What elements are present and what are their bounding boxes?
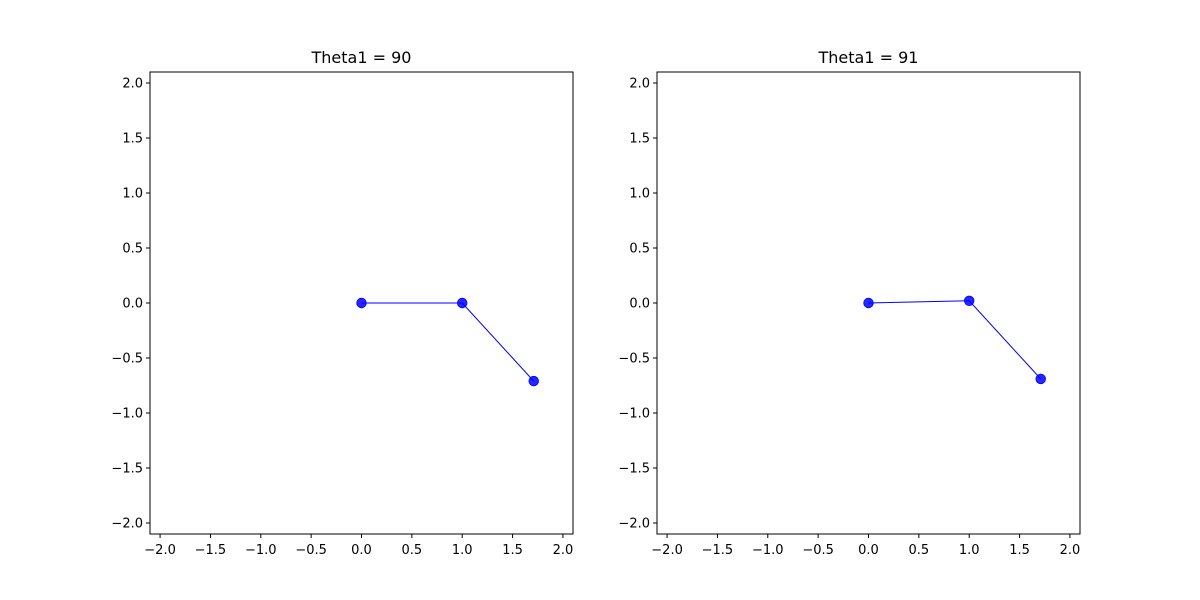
x-axis-ticks: −2.0 −1.5 −1.0 −0.5 0.0 0.5 1.0 1.5 2.0 (651, 534, 1080, 558)
y-tick-label: 2.0 (122, 77, 143, 92)
y-tick-label: 1.0 (629, 187, 650, 202)
x-tick-label: −1.0 (752, 543, 784, 558)
x-tick-label: −1.5 (702, 543, 734, 558)
x-tick-label: −0.5 (802, 543, 834, 558)
x-axis-ticks: −2.0 −1.5 −1.0 −0.5 0.0 0.5 1.0 1.5 2.0 (144, 534, 573, 558)
y-tick-label: 1.0 (122, 187, 143, 202)
subplot-left: Theta1 = 90 −2.0 −1.5 −1.0 −0.5 0.0 0.5 1.0 1.5… (111, 48, 574, 558)
y-tick-label: −0.5 (618, 352, 650, 367)
y-tick-label: 0.5 (122, 242, 143, 257)
x-tick-label: 0.5 (402, 543, 423, 558)
x-tick-label: −2.0 (651, 543, 683, 558)
x-tick-label: 1.5 (1009, 543, 1030, 558)
y-tick-label: −2.0 (618, 517, 650, 532)
chart-title: Theta1 = 91 (818, 48, 919, 67)
chart-title: Theta1 = 90 (311, 48, 412, 67)
joint-point (863, 297, 874, 309)
x-tick-label: 0.0 (858, 543, 879, 558)
x-tick-label: 1.0 (452, 543, 473, 558)
y-tick-label: 0.0 (629, 297, 650, 312)
x-tick-label: 1.0 (959, 543, 980, 558)
joint-point (528, 375, 539, 387)
x-tick-label: 2.0 (553, 543, 574, 558)
x-tick-label: −0.5 (295, 543, 327, 558)
x-tick-label: −2.0 (144, 543, 176, 558)
joint-point (1035, 373, 1046, 385)
y-tick-label: 0.5 (629, 242, 650, 257)
joint-point (964, 295, 975, 307)
x-tick-label: −1.0 (245, 543, 277, 558)
y-axis-ticks: 2.0 1.5 1.0 0.5 0.0 −0.5 −1.0 −1.5 −2.0 (111, 77, 150, 532)
x-tick-label: 2.0 (1060, 543, 1081, 558)
joint-point (356, 297, 367, 309)
x-tick-label: −1.5 (195, 543, 227, 558)
x-tick-label: 0.0 (351, 543, 372, 558)
axes-frame (656, 71, 1081, 535)
x-tick-label: 0.5 (909, 543, 930, 558)
subplot-right: Theta1 = 91 −2.0 −1.5 −1.0 −0.5 0.0 0.5 1.0 1.5… (618, 48, 1081, 558)
axes-frame (149, 71, 574, 535)
data-marks (863, 295, 1046, 385)
y-tick-label: 1.5 (629, 132, 650, 147)
y-tick-label: −2.0 (111, 517, 143, 532)
y-tick-label: 0.0 (122, 297, 143, 312)
x-tick-label: 1.5 (502, 543, 523, 558)
y-axis-ticks: 2.0 1.5 1.0 0.5 0.0 −0.5 −1.0 −1.5 −2.0 (618, 77, 657, 532)
joint-point (457, 297, 468, 309)
y-tick-label: −1.0 (618, 407, 650, 422)
y-tick-label: 2.0 (629, 77, 650, 92)
y-tick-label: −1.0 (111, 407, 143, 422)
y-tick-label: −1.5 (111, 462, 143, 477)
y-tick-label: 1.5 (122, 132, 143, 147)
data-marks (356, 297, 539, 387)
y-tick-label: −0.5 (111, 352, 143, 367)
y-tick-label: −1.5 (618, 462, 650, 477)
